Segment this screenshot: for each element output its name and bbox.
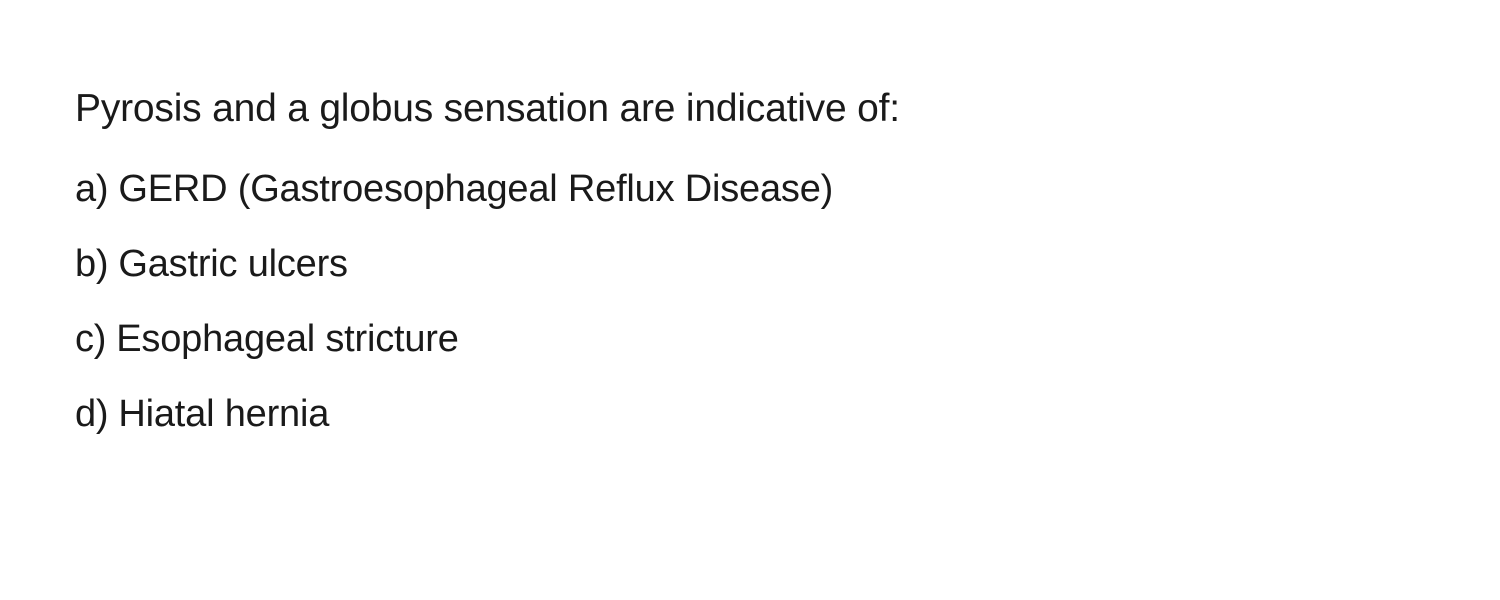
option-d: d) Hiatal hernia <box>75 386 1425 443</box>
option-label: d) <box>75 386 108 443</box>
option-label: b) <box>75 236 108 293</box>
option-text: GERD (Gastroesophageal Reflux Disease) <box>118 161 833 218</box>
option-c: c) Esophageal stricture <box>75 311 1425 368</box>
option-label: a) <box>75 161 108 218</box>
option-label: c) <box>75 311 106 368</box>
option-text: Gastric ulcers <box>118 236 347 293</box>
option-b: b) Gastric ulcers <box>75 236 1425 293</box>
question-text: Pyrosis and a globus sensation are indic… <box>75 80 1425 139</box>
option-a: a) GERD (Gastroesophageal Reflux Disease… <box>75 161 1425 218</box>
option-text: Hiatal hernia <box>118 386 329 443</box>
option-text: Esophageal stricture <box>116 311 458 368</box>
